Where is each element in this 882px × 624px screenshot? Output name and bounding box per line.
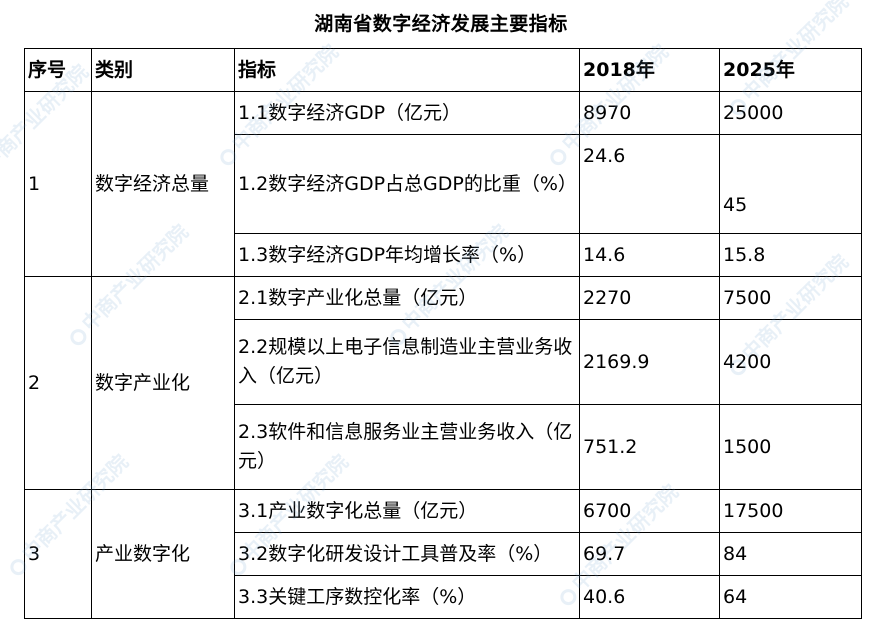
value-2025-cell: 4200: [719, 319, 862, 405]
header-seq: 序号: [24, 48, 92, 92]
header-2025: 2025年: [719, 48, 862, 92]
indicator-cell: 3.1产业数字化总量（亿元）: [234, 489, 580, 533]
category-cell: 数字经济总量: [91, 91, 235, 277]
value-2025-cell: 1500: [719, 404, 862, 490]
value-2025-cell: 25000: [719, 91, 862, 135]
value-2018-cell: 751.2: [579, 404, 720, 490]
seq-cell: 3: [24, 489, 92, 619]
indicator-cell: 1.2数字经济GDP占总GDP的比重（%）: [234, 134, 580, 234]
indicator-cell: 3.3关键工序数控化率（%）: [234, 575, 580, 619]
table-header-row: 序号 类别 指标 2018年 2025年: [24, 48, 862, 92]
header-2018: 2018年: [579, 48, 720, 92]
value-2018-cell: 2169.9: [579, 319, 720, 405]
header-indicator: 指标: [234, 48, 580, 92]
value-2025-cell: 17500: [719, 489, 862, 533]
value-2018-cell: 69.7: [579, 532, 720, 576]
indicator-cell: 2.2规模以上电子信息制造业主营业务收入（亿元）: [234, 319, 580, 405]
value-2025-cell: 45: [719, 134, 862, 234]
indicators-table: 序号 类别 指标 2018年 2025年 1 数字经济总量 1.1数字经济GDP…: [24, 48, 862, 619]
value-2025-cell: 7500: [719, 276, 862, 320]
indicator-cell: 3.2数字化研发设计工具普及率（%）: [234, 532, 580, 576]
table-row: 2.2规模以上电子信息制造业主营业务收入（亿元） 2169.9 4200: [25, 319, 862, 405]
table-row: 2.3软件和信息服务业主营业务收入（亿元） 751.2 1500: [25, 404, 862, 490]
value-2025-cell: 64: [719, 575, 862, 619]
indicator-cell: 1.3数字经济GDP年均增长率（%）: [234, 233, 580, 277]
table-row: 3 产业数字化 3.1产业数字化总量（亿元） 6700 17500: [24, 489, 862, 619]
table-row: 1.2数字经济GDP占总GDP的比重（%） 24.6 45: [25, 134, 862, 234]
table-row: 2 数字产业化 2.1数字产业化总量（亿元） 2270 7500: [24, 276, 862, 490]
indicator-cell: 1.1数字经济GDP（亿元）: [234, 91, 580, 135]
indicator-cell: 2.1数字产业化总量（亿元）: [234, 276, 580, 320]
table-row: 1 数字经济总量 1.1数字经济GDP（亿元） 8970 25000: [24, 91, 862, 277]
value-2025-cell: 15.8: [719, 233, 862, 277]
value-2018-cell: 2270: [579, 276, 720, 320]
header-category: 类别: [91, 48, 235, 92]
category-cell: 数字产业化: [91, 276, 235, 490]
value-2018-cell: 40.6: [579, 575, 720, 619]
table-row: 3.3关键工序数控化率（%） 40.6 64: [25, 575, 862, 619]
value-2025-cell: 84: [719, 532, 862, 576]
table-row: 1.3数字经济GDP年均增长率（%） 14.6 15.8: [25, 233, 862, 277]
category-cell: 产业数字化: [91, 489, 235, 619]
value-2018-cell: 8970: [579, 91, 720, 135]
page-title: 湖南省数字经济发展主要指标: [314, 13, 568, 35]
table-row: 3.2数字化研发设计工具普及率（%） 69.7 84: [25, 532, 862, 576]
indicator-cell: 2.3软件和信息服务业主营业务收入（亿元）: [234, 404, 580, 490]
value-2018-cell: 24.6: [579, 134, 720, 234]
value-2018-cell: 6700: [579, 489, 720, 533]
seq-cell: 1: [24, 91, 92, 277]
value-2018-cell: 14.6: [579, 233, 720, 277]
seq-cell: 2: [24, 276, 92, 490]
